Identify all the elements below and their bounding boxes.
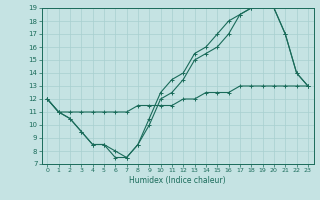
X-axis label: Humidex (Indice chaleur): Humidex (Indice chaleur): [129, 176, 226, 185]
